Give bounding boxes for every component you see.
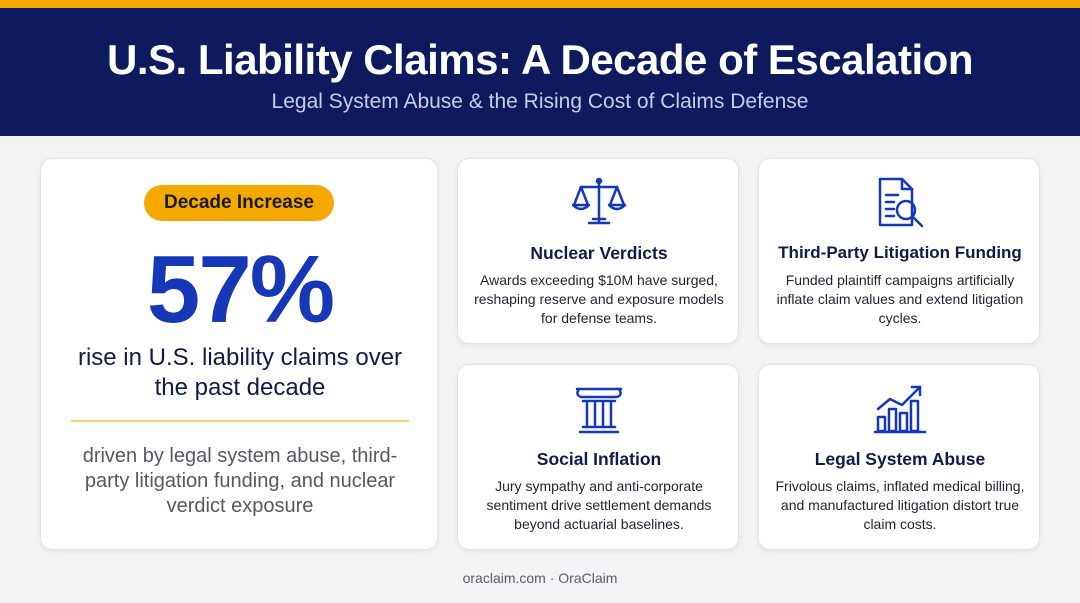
scales-icon <box>571 175 627 231</box>
hero-stat-value: 57% <box>146 236 335 343</box>
feature-description: Jury sympathy and anti-corporate sentime… <box>486 478 712 532</box>
header-banner: U.S. Liability Claims: A Decade of Escal… <box>0 8 1080 136</box>
feature-card-social-inflation: Social Inflation Jury sympathy and anti-… <box>457 364 739 550</box>
decade-increase-badge: Decade Increase <box>144 185 334 221</box>
hero-stat-caption: rise in U.S. liability claims over the p… <box>77 344 403 401</box>
rising-bar-chart-icon <box>872 381 928 437</box>
feature-description: Funded plaintiff campaigns artificially … <box>776 272 1024 326</box>
feature-title: Legal System Abuse <box>814 449 986 469</box>
column-icon <box>571 381 627 437</box>
feature-description: Awards exceeding $10M have surged, resha… <box>474 272 724 326</box>
feature-description: Frivolous claims, inflated medical billi… <box>775 478 1025 532</box>
feature-title: Third-Party Litigation Funding <box>778 243 1022 262</box>
top-accent-bar <box>0 0 1080 8</box>
feature-title: Social Inflation <box>536 449 662 469</box>
feature-card-nuclear-verdicts: Nuclear Verdicts Awards exceeding $10M h… <box>457 158 739 344</box>
footer-source: oraclaim.com · OraClaim <box>462 570 618 586</box>
feature-title: Nuclear Verdicts <box>530 243 668 263</box>
page-subtitle: Legal System Abuse & the Rising Cost of … <box>271 90 809 113</box>
document-search-icon <box>872 175 928 231</box>
hero-divider <box>71 420 409 422</box>
hero-drivers-text: driven by legal system abuse, third-part… <box>82 445 398 517</box>
feature-card-litigation-funding: Third-Party Litigation Funding Funded pl… <box>758 158 1040 344</box>
page-title: U.S. Liability Claims: A Decade of Escal… <box>107 36 973 83</box>
hero-stat-card: Decade Increase 57% rise in U.S. liabili… <box>40 158 438 550</box>
feature-card-legal-system-abuse: Legal System Abuse Frivolous claims, inf… <box>758 364 1040 550</box>
